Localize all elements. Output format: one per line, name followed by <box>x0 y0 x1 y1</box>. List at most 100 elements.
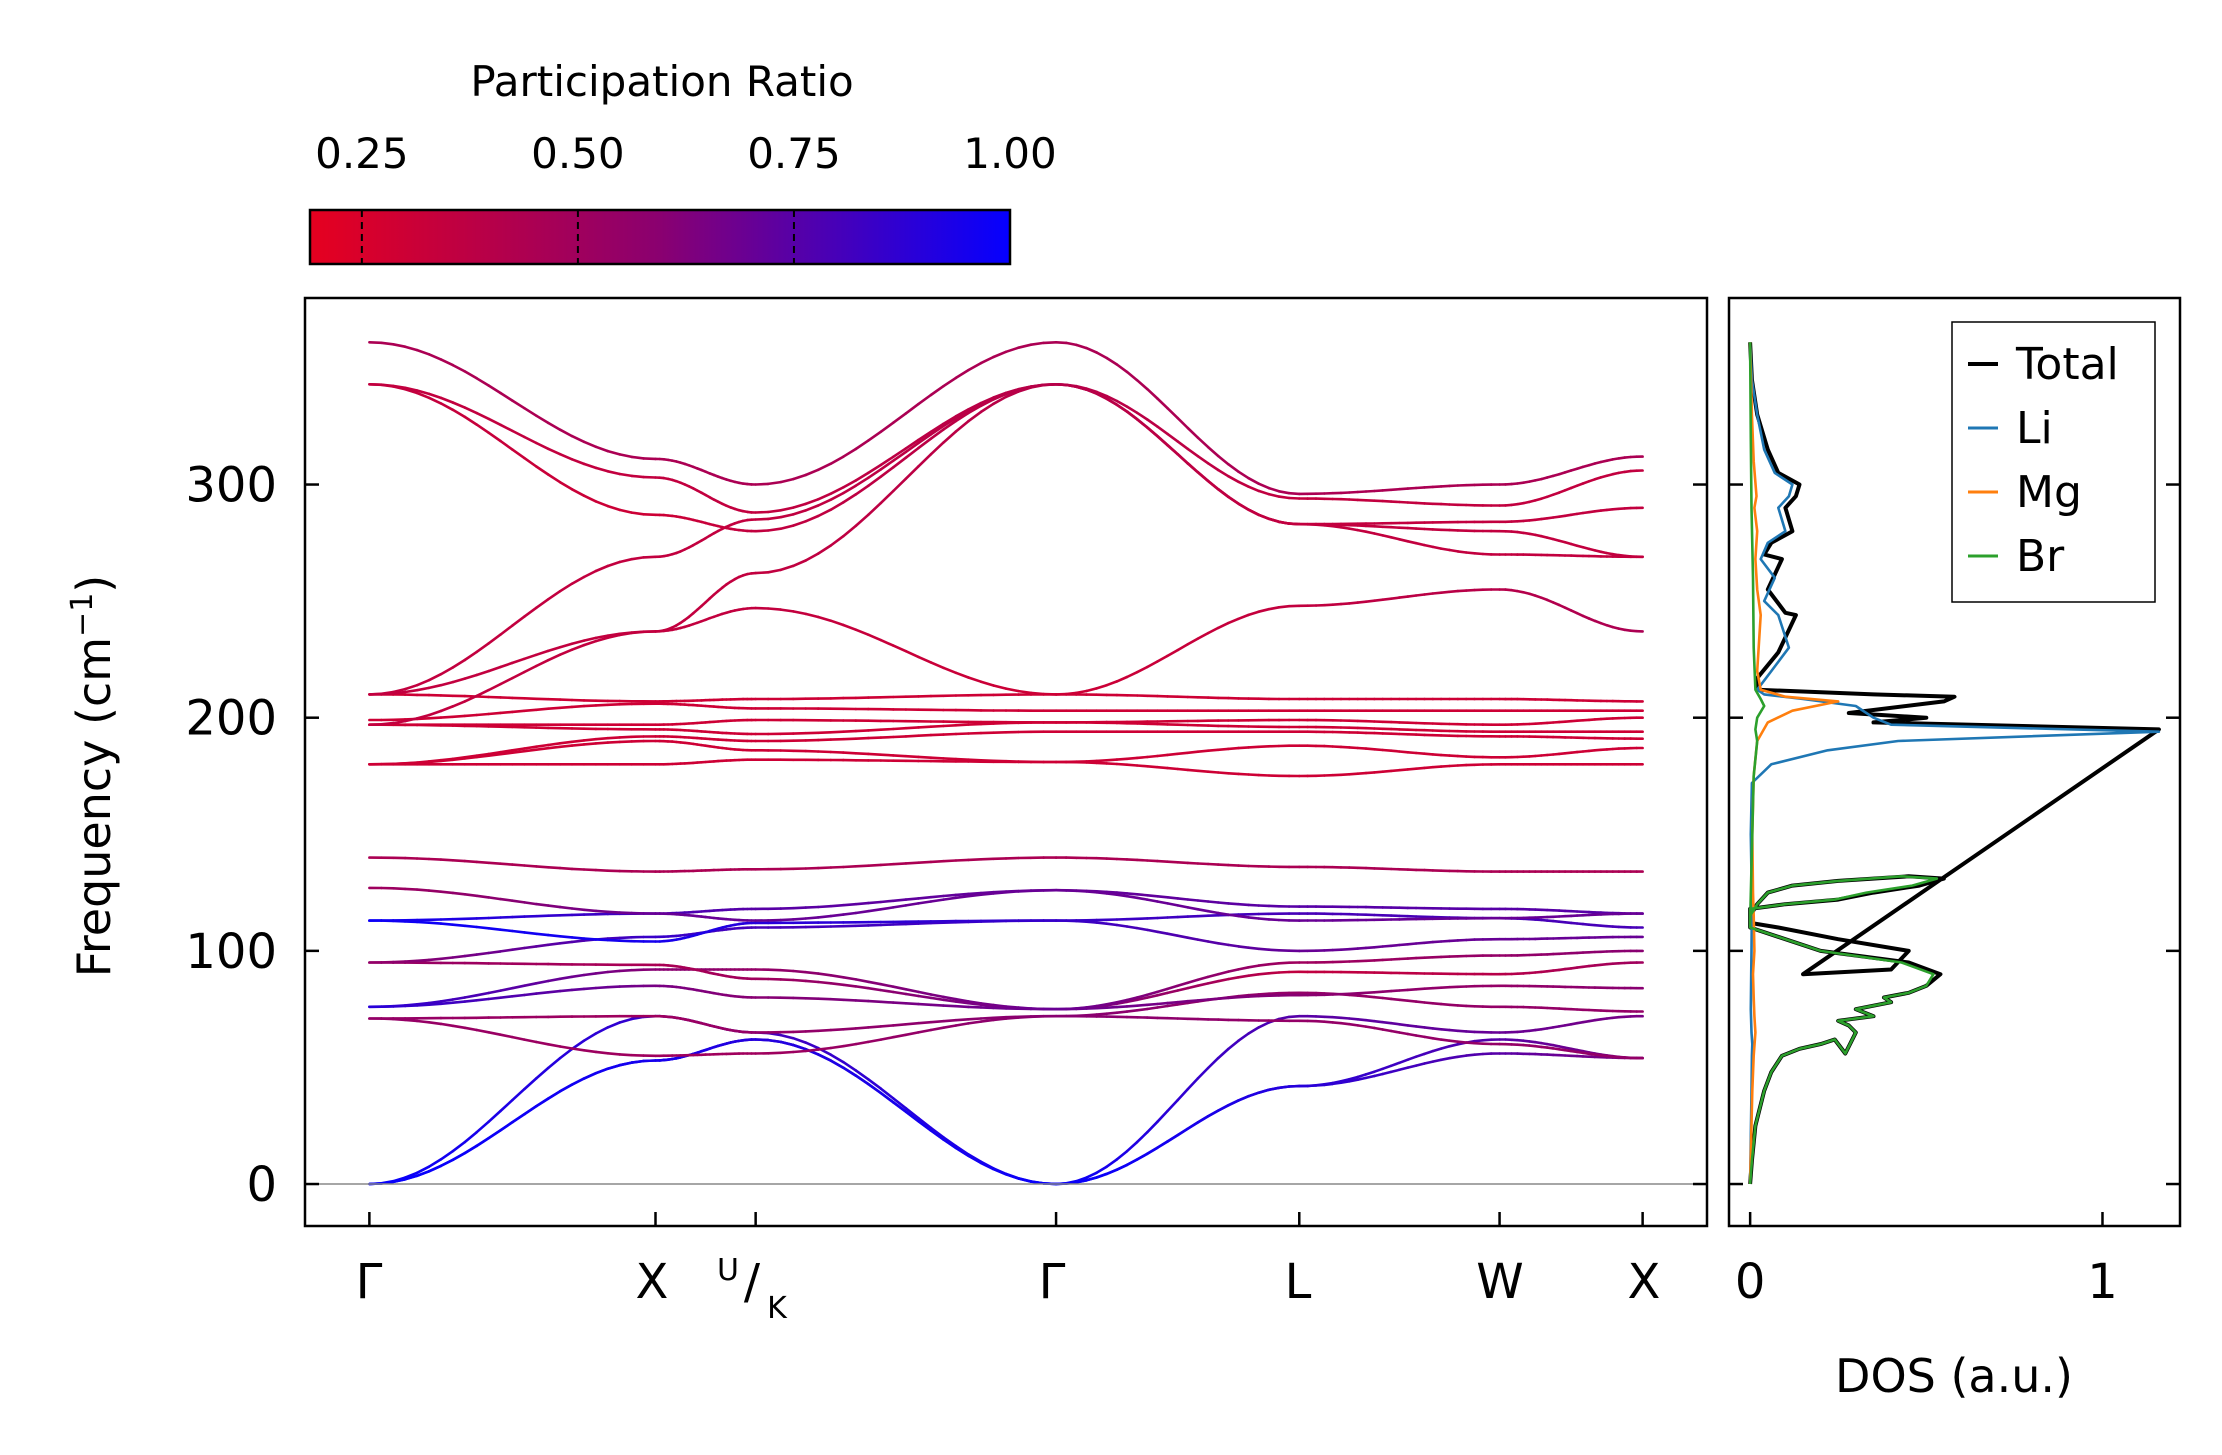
band-segment <box>829 455 845 466</box>
band-segment <box>1095 392 1108 401</box>
band-segment <box>1247 972 1260 978</box>
band-segment <box>904 922 920 926</box>
band-segment <box>523 435 538 445</box>
band-segment <box>1247 485 1260 493</box>
band-segment <box>954 892 970 897</box>
band-segment <box>1414 751 1426 756</box>
band-segment <box>1075 889 1088 893</box>
dos-curve-li <box>1748 342 2161 1185</box>
band-segment <box>1247 773 1260 777</box>
band-segment <box>929 1026 945 1032</box>
band-segment <box>879 906 895 911</box>
band-segment <box>1348 1017 1359 1021</box>
band-segment <box>1423 1049 1435 1056</box>
band-segment <box>879 489 895 505</box>
band-segment <box>841 1027 858 1031</box>
band-segment <box>1348 601 1359 605</box>
band-segment <box>1398 537 1410 543</box>
band-segment <box>463 370 479 380</box>
band-segment <box>606 504 622 512</box>
band-segment <box>1196 436 1210 449</box>
band-segment <box>1481 1038 1493 1042</box>
band-segment <box>1135 411 1149 421</box>
band-segment <box>891 644 908 653</box>
dos-x-tick-label: 0 <box>1735 1254 1766 1310</box>
band-segment <box>1115 757 1129 761</box>
band-segment <box>1381 488 1393 492</box>
band-segment <box>606 936 622 940</box>
band-segment <box>967 1020 983 1025</box>
band-segment <box>1135 755 1149 760</box>
band-segment <box>1314 1083 1326 1087</box>
label-slash: / <box>744 1254 761 1310</box>
band-segment <box>854 909 870 915</box>
band-segment <box>917 921 933 925</box>
band-segment <box>475 754 490 759</box>
band-segment <box>854 978 870 984</box>
band-segment <box>1364 1070 1376 1076</box>
band-segment <box>1146 426 1159 438</box>
band-segment <box>1348 746 1359 750</box>
band-segment <box>1196 1066 1210 1080</box>
band-segment <box>1406 594 1418 598</box>
band-segment <box>630 630 645 634</box>
band-segment <box>816 997 833 1001</box>
band-segment <box>1423 1001 1435 1005</box>
band-segment <box>403 717 419 723</box>
band-segment <box>942 732 958 736</box>
band-segment <box>1257 744 1271 749</box>
band-segment <box>979 398 995 408</box>
band-segment <box>534 1040 550 1046</box>
band-segment <box>1373 598 1384 603</box>
x-axis-label: DOS (a.u.) <box>1835 1349 2073 1403</box>
band-segment <box>1004 687 1020 693</box>
band-segment <box>1176 452 1190 465</box>
band-segment <box>1095 890 1108 895</box>
band-segment <box>841 493 858 504</box>
band-segment <box>1227 1039 1240 1051</box>
band-segment <box>1356 1073 1368 1079</box>
band-segment <box>415 686 431 692</box>
band-segment <box>1448 754 1460 758</box>
band-segment <box>1029 691 1045 696</box>
band-segment <box>904 1021 920 1026</box>
band-segment <box>1115 403 1129 413</box>
band-segment <box>1166 932 1179 938</box>
band-segment <box>1125 410 1139 421</box>
band-segment <box>1125 763 1139 767</box>
band-segment <box>929 384 945 397</box>
band-segment <box>534 746 550 752</box>
band-segment <box>979 355 995 365</box>
band-segment <box>511 399 526 410</box>
band-segment <box>904 441 920 454</box>
band-segment <box>439 715 455 719</box>
band-segment <box>415 391 431 400</box>
band-segment <box>904 754 920 759</box>
band-segment <box>511 615 526 627</box>
band-segment <box>766 568 783 574</box>
band-segment <box>463 1130 479 1144</box>
band-segment <box>942 430 958 444</box>
band-segment <box>403 1002 419 1007</box>
band-segment <box>1423 592 1435 596</box>
band-segment <box>570 704 586 709</box>
band-segment <box>1216 1104 1230 1112</box>
band-segment <box>841 998 858 1002</box>
band-segment <box>879 638 895 647</box>
band-segment <box>523 981 538 988</box>
band-segment <box>558 1045 574 1050</box>
band-segment <box>1406 999 1418 1003</box>
band-segment <box>511 670 526 680</box>
band-segment <box>1166 406 1179 420</box>
band-segment <box>1331 1015 1343 1020</box>
band-segment <box>403 386 419 392</box>
band-segment <box>1356 490 1368 494</box>
band-segment <box>403 688 419 694</box>
band-segment <box>1406 767 1418 771</box>
band-segment <box>917 755 933 760</box>
band-segment <box>1085 1176 1098 1182</box>
label-gamma-2: Γ <box>1039 1254 1066 1310</box>
band-segment <box>558 934 574 939</box>
band-mode-19 <box>368 702 1644 722</box>
band-segment <box>929 756 945 760</box>
